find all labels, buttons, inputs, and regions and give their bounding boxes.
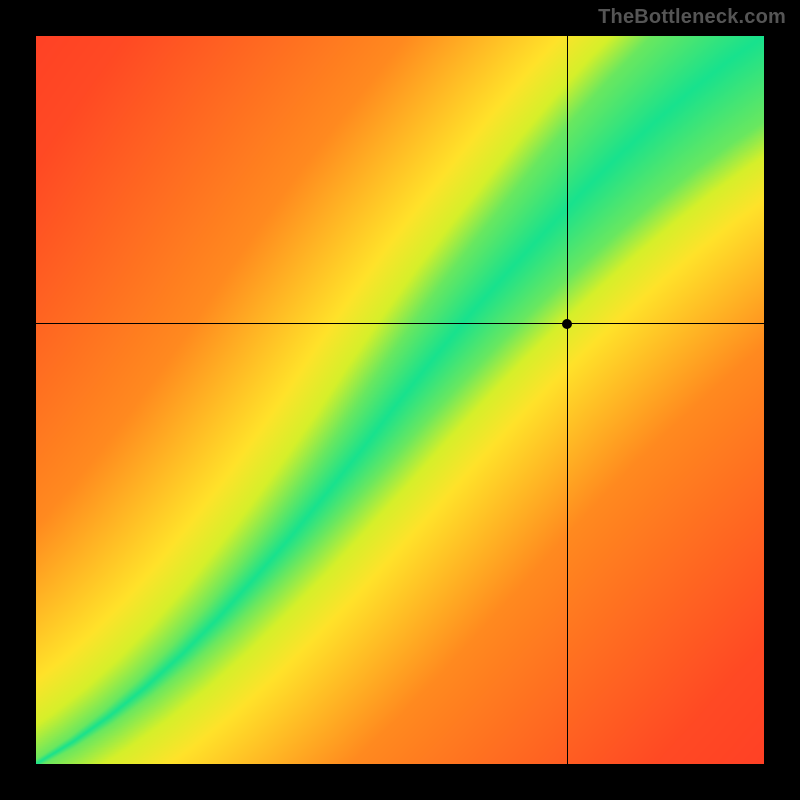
heatmap-canvas bbox=[36, 36, 764, 764]
crosshair-vertical bbox=[567, 36, 568, 764]
plot-area bbox=[36, 36, 764, 764]
watermark-text: TheBottleneck.com bbox=[598, 6, 786, 29]
chart-container: { "watermark": { "text": "TheBottleneck.… bbox=[0, 0, 800, 800]
crosshair-horizontal bbox=[36, 323, 764, 324]
crosshair-point bbox=[562, 319, 572, 329]
